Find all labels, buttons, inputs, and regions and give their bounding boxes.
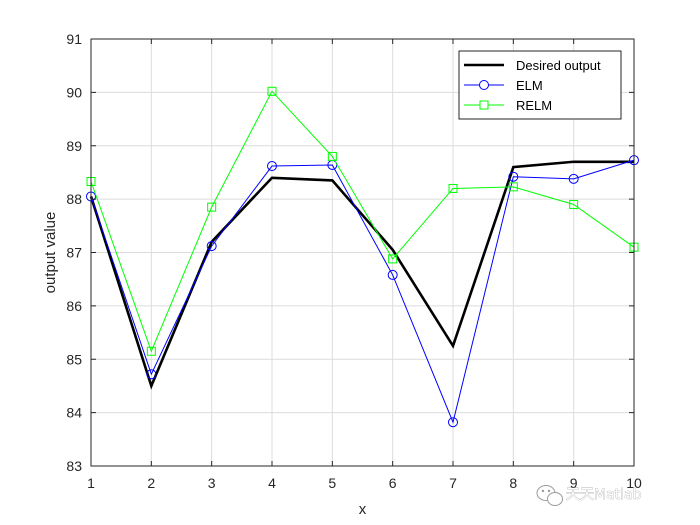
data-point-relm bbox=[448, 183, 458, 193]
data-point-relm bbox=[146, 346, 156, 356]
data-point-relm bbox=[388, 254, 398, 264]
data-point-elm bbox=[448, 417, 458, 428]
series-line-desired bbox=[89, 160, 634, 390]
y-tick-label: 83 bbox=[66, 458, 82, 474]
x-tick-label: 5 bbox=[328, 475, 336, 491]
data-point-elm bbox=[206, 241, 217, 252]
legend-marker-elm bbox=[479, 80, 489, 90]
y-tick-label: 86 bbox=[66, 298, 82, 314]
watermark-text: 天天Matlab bbox=[566, 487, 642, 503]
watermark: 天天Matlab bbox=[536, 485, 642, 506]
legend: Desired output ELM RELM bbox=[458, 50, 622, 120]
x-tick-label: 3 bbox=[208, 475, 216, 491]
x-tick-label: 10 bbox=[626, 475, 642, 491]
data-point-relm bbox=[207, 202, 217, 212]
data-point-elm bbox=[146, 369, 157, 380]
x-tick-label: 7 bbox=[449, 475, 457, 491]
series-line-relm bbox=[90, 90, 635, 353]
wechat-icon bbox=[536, 485, 563, 506]
series-layer bbox=[86, 86, 639, 428]
x-tick-label: 8 bbox=[509, 475, 517, 491]
legend-item-desired: Desired output bbox=[464, 58, 601, 73]
y-tick-label: 84 bbox=[66, 405, 82, 421]
legend-item-relm: RELM bbox=[464, 98, 552, 113]
series-relm bbox=[86, 86, 639, 356]
legend-label-relm: RELM bbox=[516, 98, 552, 113]
legend-marker-relm bbox=[479, 100, 489, 110]
series-desired bbox=[89, 160, 634, 390]
y-tick-label: 88 bbox=[66, 191, 82, 207]
x-tick-label: 9 bbox=[570, 475, 578, 491]
data-point-relm bbox=[569, 199, 579, 209]
legend-label-desired: Desired output bbox=[516, 58, 601, 73]
y-tick-label: 85 bbox=[66, 351, 82, 367]
y-tick-label: 89 bbox=[66, 138, 82, 154]
data-point-elm bbox=[508, 171, 519, 182]
data-point-elm bbox=[387, 269, 398, 280]
data-point-elm bbox=[267, 161, 277, 172]
series-elm bbox=[86, 155, 639, 428]
series-line-elm bbox=[90, 159, 635, 424]
legend-label-elm: ELM bbox=[516, 78, 543, 93]
y-tick-label: 87 bbox=[66, 245, 82, 261]
x-tick-label: 6 bbox=[389, 475, 397, 491]
y-axis-label: output value bbox=[42, 212, 59, 294]
data-point-relm bbox=[327, 151, 337, 161]
data-point-elm bbox=[568, 173, 579, 184]
x-tick-label: 2 bbox=[147, 475, 155, 491]
x-axis-label: x bbox=[359, 501, 367, 518]
x-tick-label: 1 bbox=[87, 475, 95, 491]
x-tick-label: 4 bbox=[268, 475, 276, 491]
legend-item-elm: ELM bbox=[464, 78, 543, 93]
y-tick-label: 91 bbox=[66, 31, 82, 47]
data-point-relm bbox=[508, 182, 518, 192]
data-point-relm bbox=[267, 86, 277, 96]
y-tick-label: 90 bbox=[66, 84, 82, 100]
